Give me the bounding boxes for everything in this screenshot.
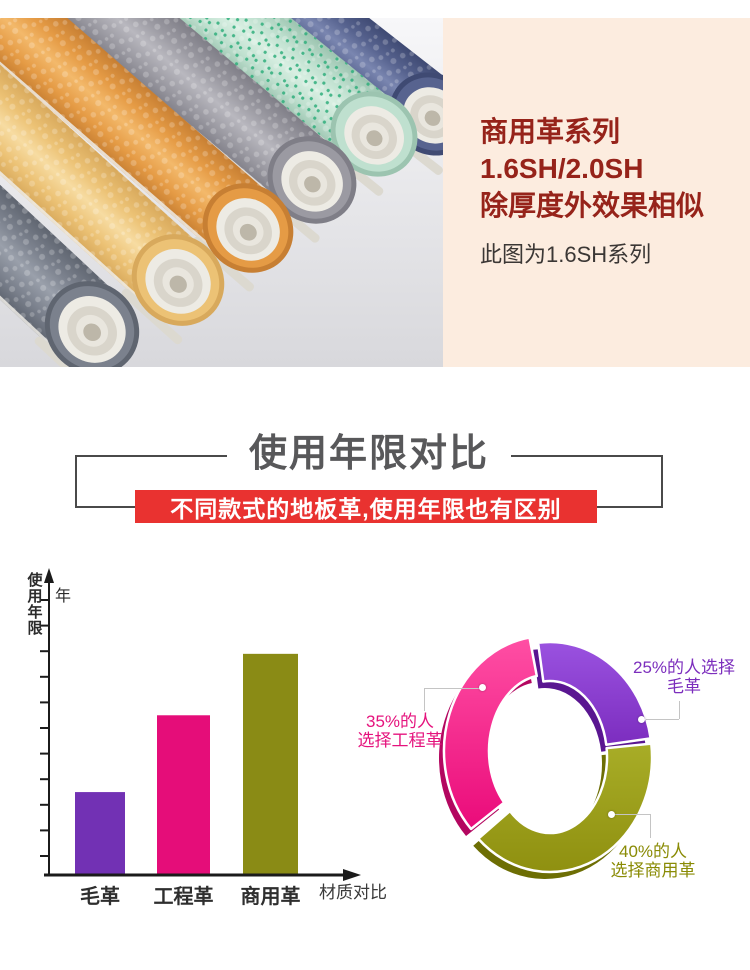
callout-line bbox=[424, 688, 481, 689]
donut-callout-gongchengge: 35%的人 选择工程革 bbox=[330, 712, 470, 750]
bar-category-label: 毛革 bbox=[80, 884, 120, 908]
donut-callout-maoge-line1: 25%的人选择 bbox=[632, 658, 736, 677]
callout-line bbox=[646, 719, 679, 720]
bar-category-label: 工程革 bbox=[154, 884, 214, 908]
y-axis-unit: 年 bbox=[55, 587, 71, 605]
y-axis-label-char: 年 bbox=[27, 603, 42, 621]
callout-line bbox=[650, 814, 651, 838]
y-axis-label-char: 用 bbox=[27, 588, 42, 605]
donut-callout-gongchengge-line1: 35%的人 bbox=[365, 712, 435, 731]
donut-callout-maoge: 25%的人选择 毛革 bbox=[604, 658, 750, 696]
section-subtitle-banner: 不同款式的地板革,使用年限也有区别 bbox=[135, 490, 597, 523]
callout-dot bbox=[608, 811, 615, 818]
series-title-line3: 除厚度外效果相似 bbox=[480, 190, 705, 221]
y-axis-label-char: 限 bbox=[27, 620, 42, 637]
section-title-wrap: 使用年限对比 bbox=[75, 434, 663, 474]
series-title-line2: 1.6SH/2.0SH bbox=[480, 153, 644, 184]
series-title-line1: 商用革系列 bbox=[480, 116, 621, 147]
callout-line bbox=[424, 688, 425, 711]
bar-毛革 bbox=[75, 792, 125, 874]
x-axis-label: 材质对比 bbox=[319, 883, 387, 902]
series-note: 此图为1.6SH系列 bbox=[480, 242, 652, 267]
callout-line bbox=[679, 701, 680, 719]
product-photo-rolls bbox=[0, 18, 443, 367]
bar-商用革 bbox=[243, 653, 298, 874]
donut-callout-shangyongge-line2: 选择商用革 bbox=[610, 861, 696, 880]
callout-line bbox=[614, 814, 651, 815]
donut-callout-maoge-line2: 毛革 bbox=[667, 677, 701, 696]
donut-slice-40 bbox=[477, 742, 654, 874]
bar-工程革 bbox=[157, 715, 210, 874]
donut-callout-shangyongge-line1: 40%的人 bbox=[618, 842, 688, 861]
donut-callout-shangyongge: 40%的人 选择商用革 bbox=[583, 842, 723, 880]
hero-info-panel: 商用革系列 1.6SH/2.0SH 除厚度外效果相似 此图为1.6SH系列 bbox=[443, 18, 750, 367]
donut-slice-25 bbox=[536, 640, 652, 746]
donut-chart bbox=[439, 636, 654, 879]
callout-dot bbox=[479, 684, 486, 691]
donut-slice-35 bbox=[442, 636, 539, 831]
product-photo bbox=[0, 18, 443, 367]
bar-category-label: 商用革 bbox=[241, 884, 301, 908]
y-axis-label-char: 使 bbox=[26, 571, 43, 589]
donut-callout-gongchengge-line2: 选择工程革 bbox=[357, 731, 443, 750]
callout-dot bbox=[638, 716, 645, 723]
section-title: 使用年限对比 bbox=[226, 434, 511, 474]
